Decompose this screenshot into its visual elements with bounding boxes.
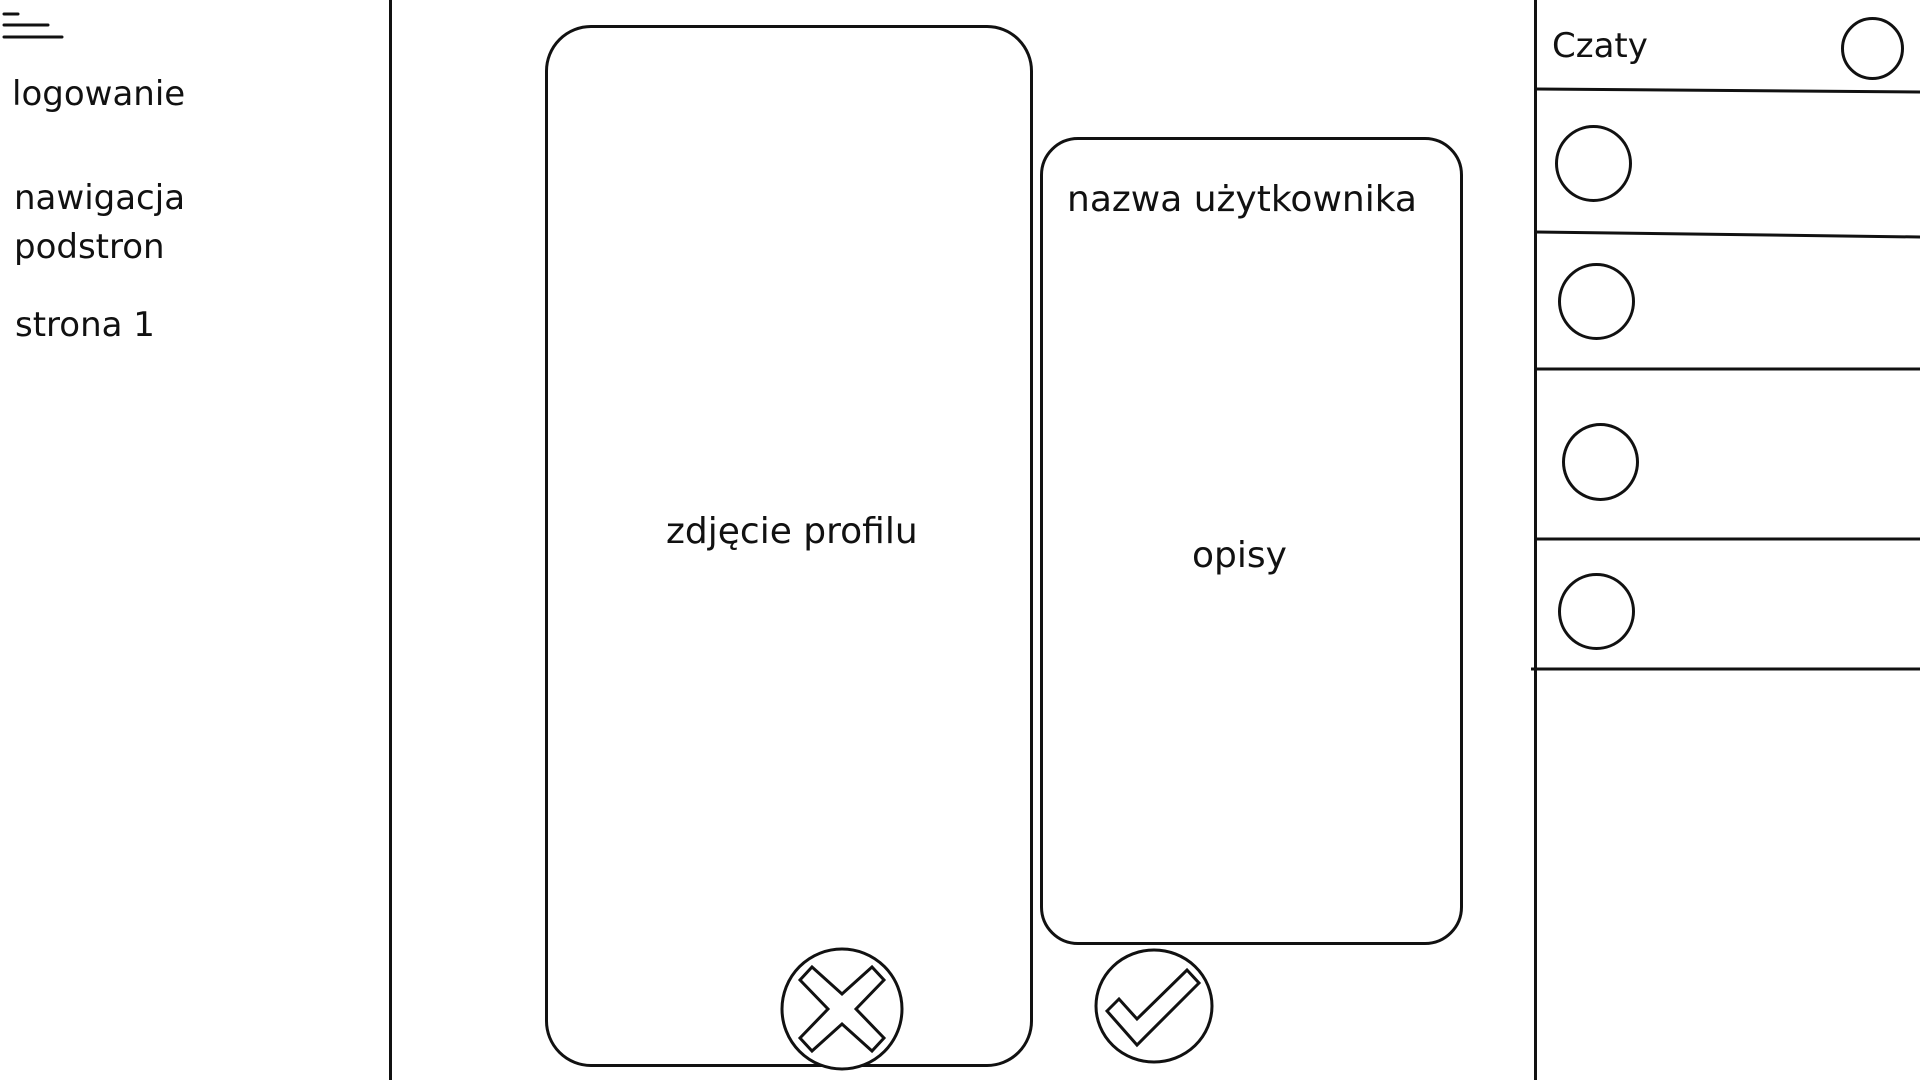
profile-photo-card: zdjęcie profilu: [545, 25, 1033, 1067]
chat-avatar: [1558, 573, 1635, 650]
login-link[interactable]: logowanie: [12, 74, 186, 114]
subpage-navigation-line1: nawigacja: [14, 178, 186, 218]
profile-photo-label: zdjęcie profilu: [666, 511, 918, 552]
user-avatar[interactable]: [1841, 17, 1904, 80]
username-label: nazwa użytkownika: [1067, 179, 1417, 220]
reject-button[interactable]: [779, 946, 905, 1072]
hamburger-menu-icon[interactable]: [2, 10, 64, 42]
description-label: opisy: [1192, 535, 1287, 576]
subpage-navigation[interactable]: nawigacja podstron: [14, 174, 185, 272]
chat-panel-divider: [1534, 0, 1537, 1080]
sidebar-divider: [389, 0, 392, 1080]
profile-info-card: nazwa użytkownika opisy: [1040, 137, 1463, 945]
chats-title: Czaty: [1552, 26, 1648, 66]
accept-button[interactable]: [1093, 947, 1215, 1065]
close-x-icon: [797, 964, 887, 1054]
page-1-link[interactable]: strona 1: [15, 305, 155, 345]
subpage-navigation-line2: podstron: [14, 227, 165, 267]
chat-avatar: [1562, 423, 1639, 501]
chat-avatar: [1558, 263, 1635, 340]
checkmark-icon: [1104, 967, 1202, 1048]
chat-avatar: [1555, 125, 1632, 202]
